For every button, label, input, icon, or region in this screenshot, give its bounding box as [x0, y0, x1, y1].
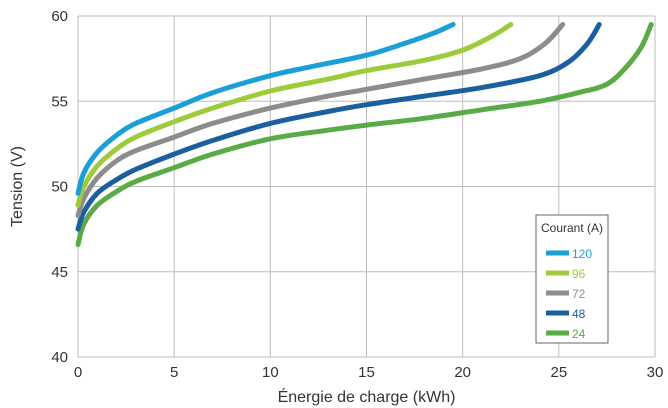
legend-label-120: 120	[572, 247, 592, 261]
legend-label-96: 96	[572, 267, 586, 281]
y-tick-label: 50	[51, 179, 68, 196]
series-line-24	[75, 22, 654, 247]
legend-items: 120 96 72 48 24	[546, 247, 592, 341]
x-axis-title: Énergie de charge (kWh)	[278, 387, 456, 406]
x-tick-label: 15	[358, 364, 375, 381]
legend-label-48: 48	[572, 307, 586, 321]
x-tick-label: 10	[262, 364, 279, 381]
x-tick-label: 0	[74, 364, 82, 381]
legend-title: Courant (A)	[541, 221, 603, 235]
y-axis-ticks: 40 45 50 55 60	[51, 8, 68, 366]
y-tick-label: 40	[51, 349, 68, 366]
legend-label-24: 24	[572, 327, 586, 341]
legend-label-72: 72	[572, 287, 586, 301]
y-axis-title: Tension (V)	[9, 146, 26, 227]
legend: Courant (A) 120 96 72 48 24	[535, 214, 609, 344]
x-tick-label: 20	[454, 364, 471, 381]
y-tick-label: 45	[51, 264, 68, 281]
x-tick-label: 5	[170, 364, 178, 381]
y-tick-label: 55	[51, 93, 68, 110]
legend-box	[535, 214, 609, 344]
x-axis-ticks: 0 5 10 15 20 25 30	[74, 364, 664, 381]
y-tick-label: 60	[51, 8, 68, 25]
x-tick-label: 30	[647, 364, 664, 381]
series-line-48	[75, 22, 602, 232]
series-line-120	[75, 22, 456, 196]
series-line-96	[75, 22, 514, 208]
series-line-72	[75, 22, 566, 218]
x-tick-label: 25	[550, 364, 567, 381]
series-lines	[75, 22, 654, 247]
